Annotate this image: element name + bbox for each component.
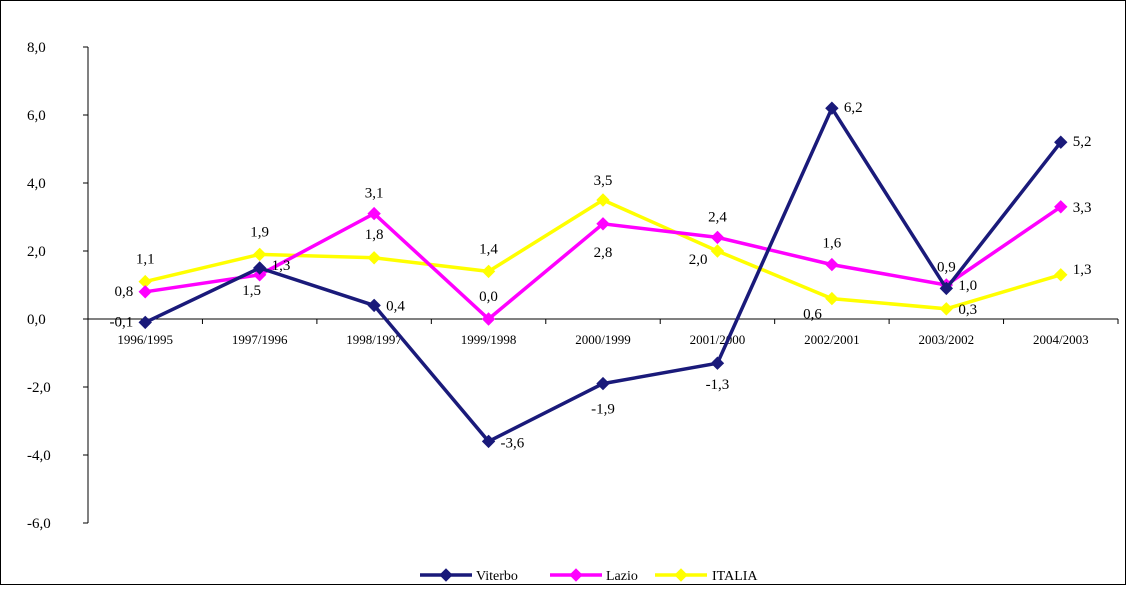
data-label-viterbo: 0,9	[937, 259, 956, 275]
data-point-italia	[367, 251, 381, 265]
data-point-lazio	[252, 268, 267, 282]
data-label-italia: 1,4	[479, 241, 498, 257]
data-label-lazio: 2,8	[594, 245, 613, 261]
y-tick-label: -6,0	[27, 516, 51, 532]
data-point-lazio	[481, 312, 496, 326]
data-label-lazio: 1,6	[823, 236, 842, 252]
legend-marker	[569, 568, 583, 582]
x-tick-label: 2001/2000	[690, 332, 746, 347]
y-tick-label: 6,0	[27, 108, 46, 124]
data-point-viterbo	[825, 101, 839, 115]
data-point-italia	[481, 264, 496, 279]
legend-label: Lazio	[606, 569, 638, 584]
legend-item-viterbo: Viterbo	[420, 568, 518, 584]
data-point-viterbo	[252, 261, 267, 275]
data-label-viterbo: 5,2	[1073, 134, 1092, 150]
series-layer	[138, 101, 1068, 449]
y-tick-label: 0,0	[27, 312, 46, 328]
y-tick-label: 4,0	[27, 176, 46, 192]
data-label-viterbo: 1,5	[242, 283, 261, 299]
data-label-lazio: 2,4	[708, 209, 727, 225]
x-tick-label: 1998/1997	[346, 332, 402, 347]
x-tick-label: 2003/2002	[919, 332, 975, 347]
data-point-viterbo	[481, 434, 496, 449]
data-label-viterbo: 6,2	[844, 100, 863, 116]
y-tick-label: 8,0	[27, 40, 46, 56]
data-label-lazio: 1,0	[958, 278, 977, 294]
data-point-lazio	[367, 206, 381, 221]
legend: Viterbo Lazio ITALIA	[420, 568, 758, 584]
data-point-lazio	[596, 217, 610, 231]
data-label-lazio: 1,3	[272, 258, 291, 274]
x-tick-label: 1997/1996	[232, 332, 288, 347]
data-point-italia	[710, 244, 725, 258]
legend-label: Viterbo	[476, 569, 518, 584]
data-label-viterbo: -3,6	[501, 435, 525, 451]
data-point-viterbo	[596, 376, 610, 391]
data-label-viterbo: 0,4	[386, 298, 405, 314]
legend-marker	[439, 568, 453, 582]
data-point-viterbo	[939, 281, 954, 296]
data-label-lazio: 0,0	[479, 289, 498, 305]
data-point-italia	[596, 193, 610, 207]
data-point-italia	[1054, 268, 1068, 282]
series-viterbo	[138, 101, 1068, 449]
series-line-viterbo	[144, 104, 1063, 444]
y-tick-label: -4,0	[27, 448, 51, 464]
data-label-lazio: 3,1	[365, 186, 384, 202]
data-point-italia	[825, 291, 839, 306]
y-tick-label: 2,0	[27, 244, 46, 260]
x-tick-label: 1996/1995	[117, 332, 173, 347]
data-label-italia: 3,5	[594, 173, 613, 189]
data-point-lazio	[710, 230, 725, 245]
data-label-lazio: 0,8	[114, 284, 133, 300]
data-labels-layer: -0,1 1,5 0,4 -3,6 -1,9 -1,3 6,2 0,9 5,2 0,8 1,3 3,1…	[109, 100, 1091, 451]
legend-item-italia: ITALIA	[655, 568, 758, 584]
y-tick-label: -2,0	[27, 380, 51, 396]
x-tick-label: 2000/1999	[575, 332, 631, 347]
data-label-viterbo: -0,1	[109, 314, 133, 330]
data-label-italia: 1,3	[1073, 262, 1092, 278]
data-label-italia: 2,0	[689, 252, 708, 268]
x-tick-label: 1999/1998	[461, 332, 517, 347]
data-label-viterbo: -1,3	[706, 377, 730, 393]
data-point-lazio	[1054, 200, 1068, 214]
legend-item-lazio: Lazio	[550, 568, 638, 584]
data-label-italia: 0,6	[803, 307, 822, 323]
data-label-italia: 1,8	[365, 227, 384, 243]
data-label-italia: 1,9	[250, 224, 269, 240]
x-tick-label: 2002/2001	[804, 332, 860, 347]
data-point-italia	[252, 247, 267, 262]
x-tick-label: 2004/2003	[1033, 332, 1089, 347]
data-label-lazio: 3,3	[1073, 200, 1092, 216]
legend-label: ITALIA	[712, 569, 758, 584]
data-point-viterbo	[1054, 135, 1068, 149]
data-label-italia: 1,1	[136, 252, 155, 268]
data-point-lazio	[138, 285, 152, 299]
legend-marker	[674, 568, 688, 582]
data-point-viterbo	[367, 298, 381, 313]
data-point-lazio	[825, 257, 839, 272]
data-label-italia: 0,3	[958, 302, 977, 318]
data-label-viterbo: -1,9	[591, 402, 615, 418]
data-point-viterbo	[138, 315, 152, 330]
data-point-italia	[939, 302, 954, 316]
data-point-viterbo	[710, 356, 725, 370]
